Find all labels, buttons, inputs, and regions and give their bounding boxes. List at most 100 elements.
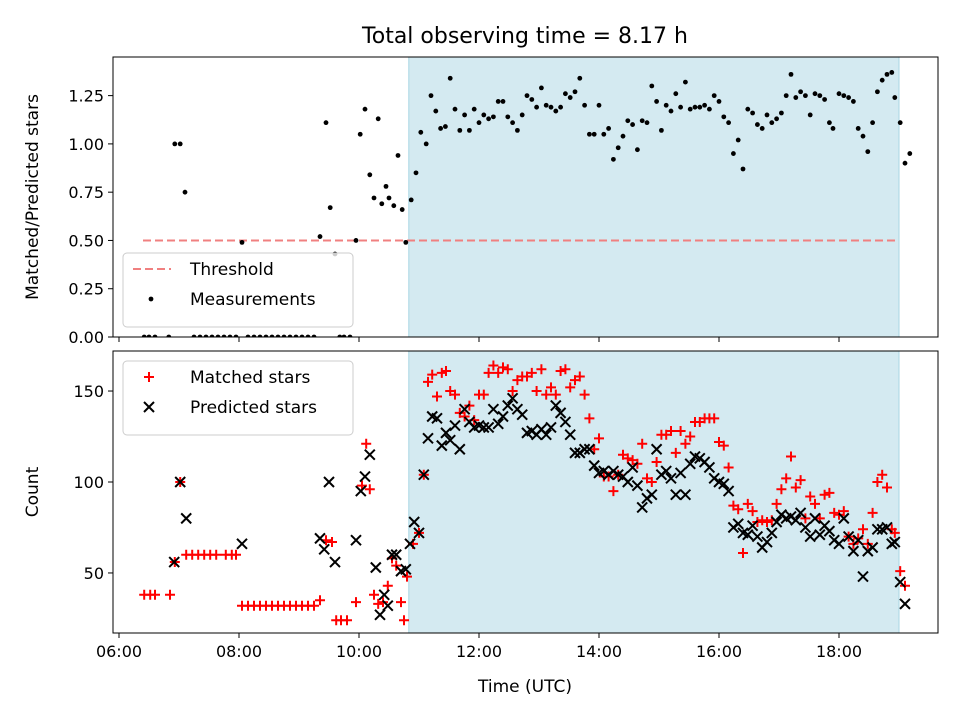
measurement-point bbox=[438, 126, 443, 131]
predicted-point bbox=[390, 549, 402, 561]
matched-point bbox=[369, 589, 379, 600]
measurement-point bbox=[884, 71, 890, 77]
ratio-panel: 0.00 0.25 0.50 0.75 1.00 1.25 Matched/Predicte… bbox=[23, 56, 939, 347]
predicted-point bbox=[323, 476, 335, 488]
matched-point bbox=[651, 456, 662, 467]
matched-point bbox=[423, 376, 433, 387]
measurement-point bbox=[152, 334, 158, 337]
measurement-point bbox=[673, 91, 679, 97]
predicted-point bbox=[766, 527, 778, 539]
measurement-point bbox=[257, 334, 263, 337]
predicted-point bbox=[636, 501, 648, 514]
matched-point bbox=[762, 517, 772, 528]
measurement-point bbox=[803, 93, 808, 99]
predicted-point bbox=[458, 403, 471, 415]
measurement-point bbox=[822, 97, 827, 102]
predicted-point bbox=[660, 465, 672, 477]
measurement-point bbox=[275, 334, 281, 337]
matched-point bbox=[589, 444, 600, 455]
measurement-point bbox=[500, 99, 506, 104]
measurement-point bbox=[433, 108, 439, 114]
measurement-point bbox=[269, 334, 275, 337]
predicted-point bbox=[478, 421, 490, 434]
measurement-point bbox=[357, 131, 363, 137]
predicted-point bbox=[866, 541, 879, 554]
predicted-point bbox=[386, 549, 398, 561]
predicted-point bbox=[650, 443, 663, 455]
matched-point bbox=[327, 537, 337, 548]
matched-point bbox=[427, 369, 438, 380]
measurement-point bbox=[615, 145, 621, 151]
measurement-point bbox=[399, 207, 405, 212]
matched-point bbox=[637, 438, 648, 449]
measurement-point bbox=[577, 75, 583, 81]
legend-label: Measurements bbox=[190, 290, 316, 310]
measurement-point bbox=[774, 116, 779, 122]
predicted-point bbox=[742, 529, 754, 541]
matched-point bbox=[819, 489, 830, 500]
measurement-point bbox=[209, 334, 215, 337]
measurement-point bbox=[902, 160, 908, 166]
matched-point bbox=[771, 498, 782, 509]
y-tick-label: 0.75 bbox=[68, 183, 104, 202]
measurement-point bbox=[692, 104, 698, 110]
ratio-axes-frame bbox=[112, 56, 939, 338]
measurement-point bbox=[452, 106, 458, 112]
counts-axes-frame bbox=[112, 350, 939, 634]
predicted-point bbox=[174, 476, 186, 488]
predicted-point bbox=[559, 416, 572, 428]
measurement-point bbox=[827, 120, 832, 126]
matched-point bbox=[483, 367, 494, 378]
predicted-point bbox=[418, 469, 430, 481]
y-tick-label: 1.00 bbox=[68, 135, 104, 154]
matched-point bbox=[810, 498, 820, 509]
y-tick-label: 0.25 bbox=[68, 280, 104, 299]
measurement-point bbox=[630, 122, 635, 127]
measurement-point bbox=[367, 172, 373, 178]
legend-label: Matched stars bbox=[190, 368, 310, 388]
measurement-point bbox=[539, 85, 544, 91]
predicted-point bbox=[646, 489, 658, 501]
measurement-point bbox=[548, 104, 554, 110]
measurement-point bbox=[783, 93, 789, 99]
measurement-point bbox=[755, 122, 760, 127]
legend-label: Threshold bbox=[189, 260, 274, 280]
predicted-point bbox=[751, 530, 764, 543]
measurements-series bbox=[141, 70, 913, 337]
measurement-point bbox=[740, 166, 746, 172]
measurement-point bbox=[423, 141, 429, 147]
measurement-point bbox=[731, 151, 736, 156]
predicted-point bbox=[318, 543, 330, 556]
measurement-point bbox=[362, 106, 368, 112]
matched-point bbox=[382, 580, 393, 591]
measurement-point bbox=[515, 127, 520, 133]
matched-point bbox=[402, 571, 412, 582]
predicted-point bbox=[180, 512, 192, 525]
measurement-point bbox=[543, 102, 549, 108]
measurement-point bbox=[403, 239, 409, 245]
measurement-point bbox=[836, 91, 842, 97]
predicted-point bbox=[314, 532, 326, 545]
measurement-point bbox=[759, 126, 765, 131]
measurement-point bbox=[311, 334, 317, 337]
measurement-point bbox=[596, 102, 602, 108]
x-axis-label: Time (UTC) bbox=[477, 677, 572, 697]
predicted-point bbox=[168, 556, 180, 568]
measurement-point bbox=[846, 95, 851, 100]
measurement-point bbox=[467, 127, 472, 133]
matched-point bbox=[550, 389, 561, 400]
measurement-point bbox=[553, 108, 559, 114]
predicted-point bbox=[400, 563, 412, 576]
predicted-point bbox=[626, 461, 639, 474]
predicted-point bbox=[364, 448, 376, 461]
predicted-point bbox=[440, 427, 452, 439]
measurement-point bbox=[524, 93, 530, 99]
matched-point bbox=[231, 549, 241, 560]
predicted-point bbox=[799, 521, 812, 534]
matched-point bbox=[498, 362, 508, 373]
y-tick-label: 0.00 bbox=[68, 328, 104, 347]
matched-point bbox=[536, 364, 547, 375]
measurement-point bbox=[659, 127, 664, 133]
matched-point bbox=[829, 507, 840, 518]
